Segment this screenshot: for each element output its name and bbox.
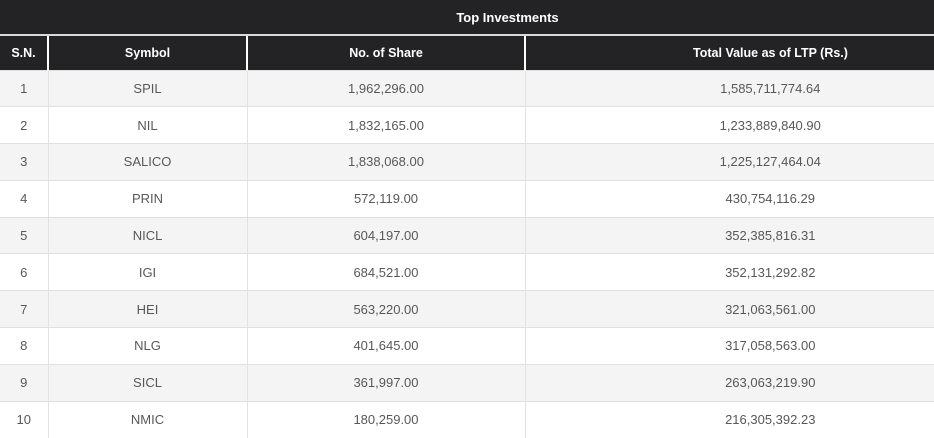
value-cell: 1,225,127,464.04 — [524, 143, 934, 181]
investments-table: S.N. Symbol No. of Share Total Value as … — [0, 36, 934, 438]
value-cell: 263,063,219.90 — [524, 363, 934, 402]
shares-cell: 572,119.00 — [246, 179, 525, 218]
shares-cell: 604,197.00 — [246, 216, 525, 254]
value-cell: 352,131,292.82 — [524, 253, 934, 291]
column-header-value: Total Value as of LTP (Rs.) — [524, 36, 934, 70]
header-row: S.N. Symbol No. of Share Total Value as … — [0, 36, 934, 70]
value-cell: 321,063,561.00 — [524, 290, 934, 328]
table-row: 2 NIL 1,832,165.00 1,233,889,840.90 — [0, 106, 934, 144]
table-row: 5 NICL 604,197.00 352,385,816.31 — [0, 216, 934, 254]
value-cell: 352,385,816.31 — [524, 216, 934, 254]
symbol-cell: NLG — [47, 327, 247, 365]
shares-cell: 180,259.00 — [246, 400, 525, 438]
shares-cell: 1,832,165.00 — [246, 106, 525, 144]
value-cell: 317,058,563.00 — [524, 327, 934, 365]
sn-cell: 9 — [0, 363, 48, 402]
sn-cell: 8 — [0, 327, 48, 365]
shares-cell: 1,838,068.00 — [246, 143, 525, 181]
shares-cell: 401,645.00 — [246, 327, 525, 365]
table-row: 9 SICL 361,997.00 263,063,219.90 — [0, 363, 934, 402]
column-header-shares: No. of Share — [246, 36, 525, 70]
shares-cell: 1,962,296.00 — [246, 69, 525, 107]
symbol-cell: NIL — [47, 106, 247, 144]
table-body: 1 SPIL 1,962,296.00 1,585,711,774.64 2 NIL 1,8… — [0, 69, 934, 438]
table-row: 1 SPIL 1,962,296.00 1,585,711,774.64 — [0, 69, 934, 107]
table-row: 6 IGI 684,521.00 352,131,292.82 — [0, 253, 934, 291]
sn-cell: 4 — [0, 179, 48, 218]
value-cell: 1,585,711,774.64 — [524, 69, 934, 107]
sn-cell: 1 — [0, 69, 48, 107]
shares-cell: 684,521.00 — [246, 253, 525, 291]
sn-cell: 2 — [0, 106, 48, 144]
column-header-sn: S.N. — [0, 36, 48, 70]
table-row: 7 HEI 563,220.00 321,063,561.00 — [0, 290, 934, 328]
symbol-cell: SPIL — [47, 69, 247, 107]
symbol-cell: PRIN — [47, 179, 247, 218]
sn-cell: 5 — [0, 216, 48, 254]
shares-cell: 563,220.00 — [246, 290, 525, 328]
sn-cell: 7 — [0, 290, 48, 328]
table-row: 4 PRIN 572,119.00 430,754,116.29 — [0, 179, 934, 218]
value-cell: 430,754,116.29 — [524, 179, 934, 218]
value-cell: 1,233,889,840.90 — [524, 106, 934, 144]
symbol-cell: HEI — [47, 290, 247, 328]
value-cell: 216,305,392.23 — [524, 400, 934, 438]
shares-cell: 361,997.00 — [246, 363, 525, 402]
table-title: Top Investments — [0, 0, 934, 36]
column-header-symbol: Symbol — [47, 36, 247, 70]
symbol-cell: NICL — [47, 216, 247, 254]
table-row: 8 NLG 401,645.00 317,058,563.00 — [0, 327, 934, 365]
symbol-cell: SICL — [47, 363, 247, 402]
symbol-cell: NMIC — [47, 400, 247, 438]
table-row: 10 NMIC 180,259.00 216,305,392.23 — [0, 400, 934, 438]
sn-cell: 10 — [0, 400, 48, 438]
symbol-cell: IGI — [47, 253, 247, 291]
symbol-cell: SALICO — [47, 143, 247, 181]
sn-cell: 3 — [0, 143, 48, 181]
table-row: 3 SALICO 1,838,068.00 1,225,127,464.04 — [0, 143, 934, 181]
sn-cell: 6 — [0, 253, 48, 291]
